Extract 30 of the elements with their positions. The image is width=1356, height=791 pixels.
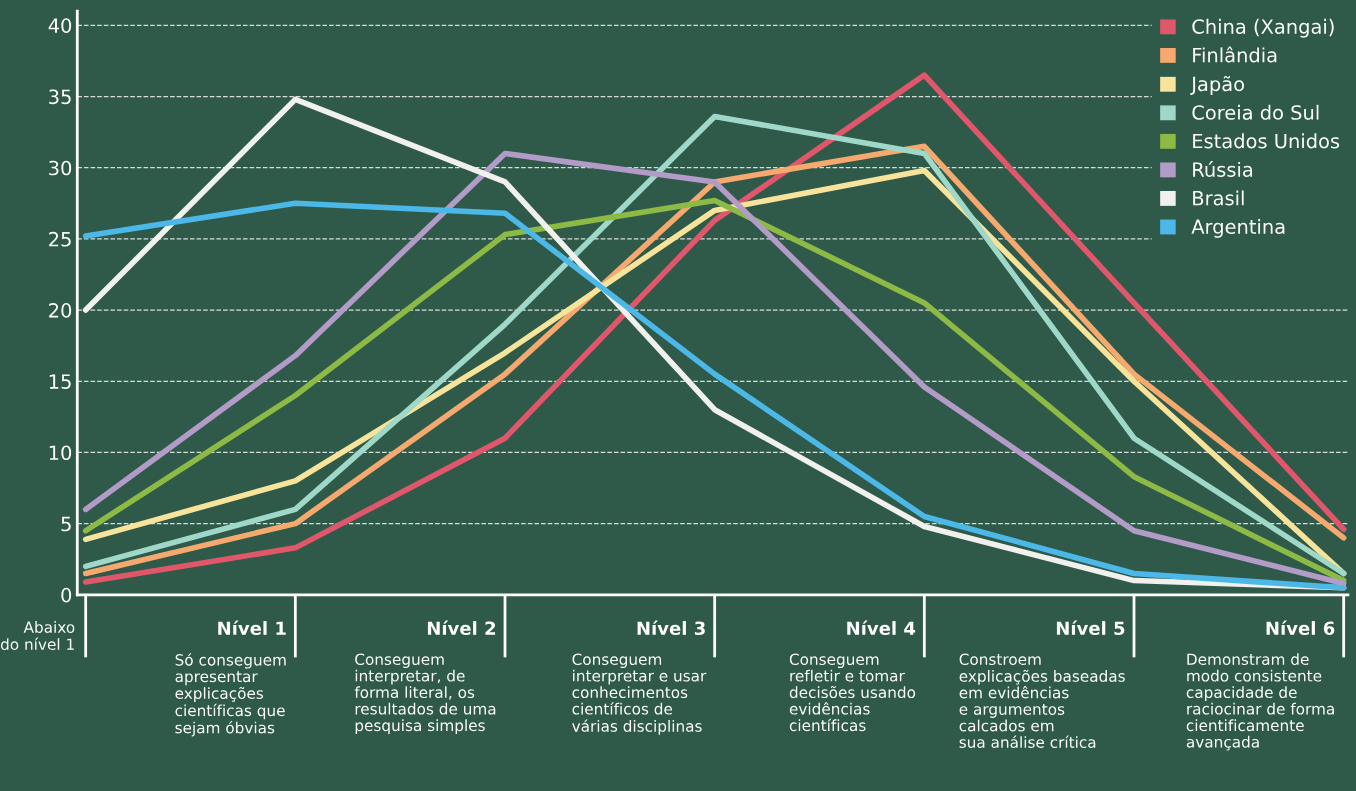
- y-tick-label: 15: [49, 374, 71, 389]
- legend-label: Argentina: [1191, 218, 1285, 238]
- y-tick-label: 20: [49, 303, 72, 318]
- x-tick-label: Abaixo do nível 1: [0, 621, 75, 651]
- legend-label: Japão: [1190, 75, 1244, 96]
- y-tick-label: 25: [49, 231, 71, 247]
- y-tick-label: 0: [61, 587, 72, 603]
- text: Constroem explicações baseadas em evidências e argumentos calcados em sua análise crítica: [959, 653, 1125, 748]
- y-tick-label: 5: [61, 516, 71, 532]
- legend-label: Finlândia: [1193, 46, 1277, 63]
- y-tick-label: 10: [49, 445, 72, 461]
- text: Conseguem refletir e tomar decisões usando evidências científicas: [789, 653, 916, 732]
- x-tick-label: Nível 3: [637, 620, 705, 636]
- x-tick-label: Nível 6: [1266, 620, 1335, 636]
- x-tick-label: Nível 5: [1056, 620, 1125, 636]
- y-tick-label: 40: [48, 18, 72, 33]
- legend-label: China (Xangai): [1192, 18, 1334, 38]
- text: Demonstram de modo consistente capacidade de raciocinar de forma cientificamente avançada: [1186, 653, 1334, 751]
- text: Conseguem interpretar e usar conhecimentos científicos de várias disciplinas: [572, 653, 707, 735]
- x-tick-label: Nível 4: [847, 620, 916, 636]
- y-tick-label: 30: [49, 160, 72, 176]
- x-tick-label: Nível 1: [218, 620, 286, 636]
- legend-label: Estados Unidos: [1193, 133, 1340, 149]
- legend-label: Rússia: [1193, 161, 1253, 177]
- text: Só conseguem apresentar explicações científicas que sejam óbvias: [175, 653, 286, 737]
- legend-label: Brasil: [1193, 190, 1244, 206]
- x-tick-label: Nível 2: [427, 620, 496, 636]
- legend-label: Coreia do Sul: [1192, 104, 1319, 120]
- y-tick-label: 35: [49, 89, 71, 105]
- text: Conseguem interpretar, de forma literal, os resultados de uma pesquisa simples: [354, 653, 496, 735]
